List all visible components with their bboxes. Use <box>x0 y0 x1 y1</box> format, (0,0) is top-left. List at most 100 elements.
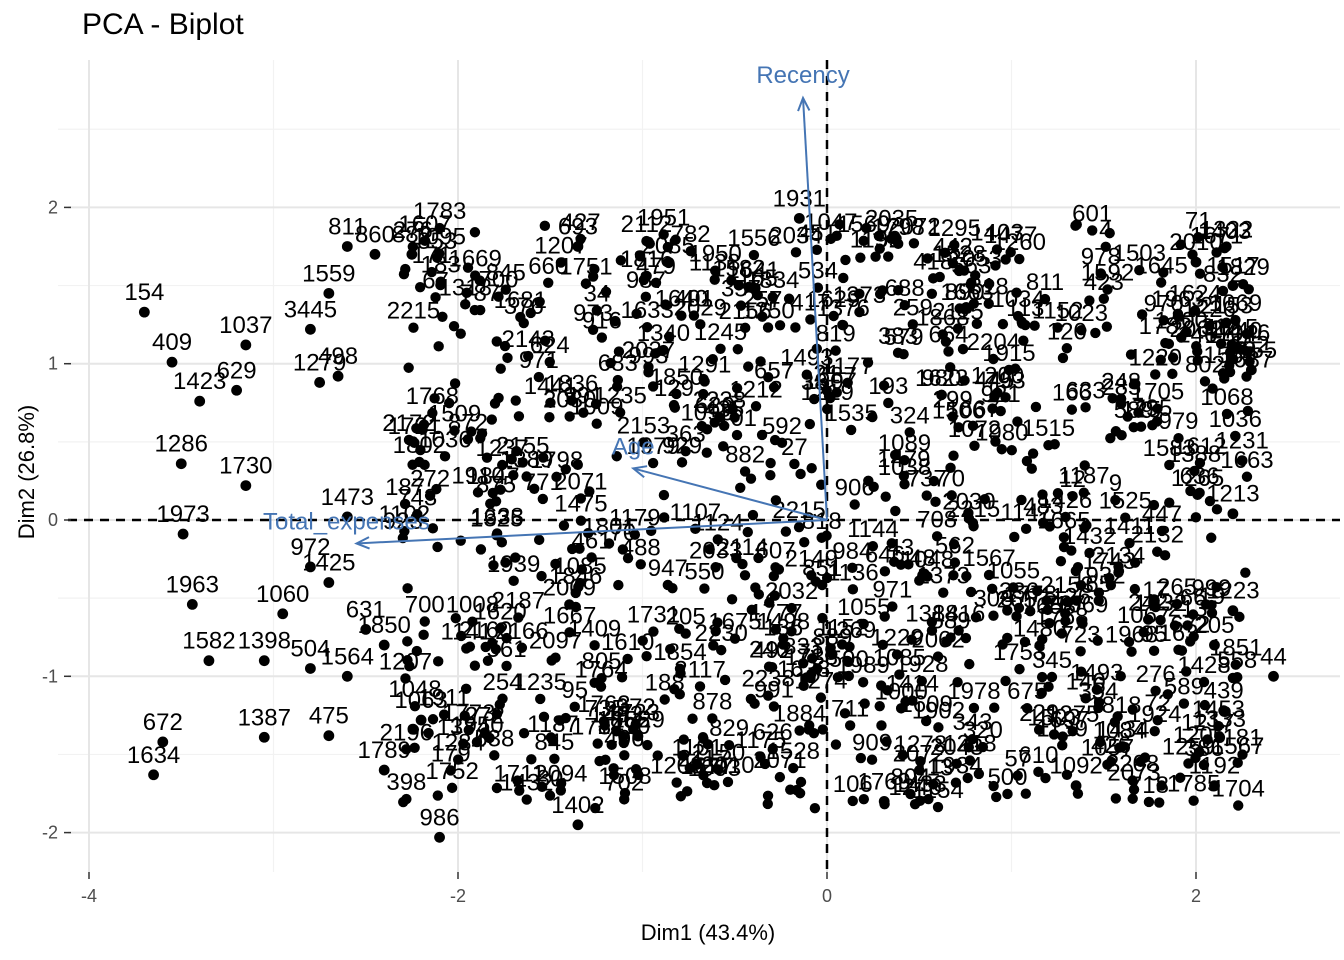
cloud-point <box>854 288 865 300</box>
cloud-point <box>1091 684 1103 695</box>
cloud-point-label: 1274 <box>794 668 847 695</box>
cloud-point <box>676 457 688 468</box>
cloud-point <box>487 487 499 499</box>
cloud-point-label: 1607 <box>804 368 857 395</box>
cloud-point <box>427 714 439 725</box>
cloud-point-label: 875 <box>476 471 516 498</box>
cloud-point <box>1172 308 1184 319</box>
cloud-point <box>490 643 502 655</box>
cloud-point-label: 95 <box>561 677 588 704</box>
cloud-point <box>641 235 652 247</box>
cloud-point <box>544 790 556 801</box>
cloud-point <box>617 544 629 555</box>
cloud-point-label: 101 <box>717 405 757 432</box>
cloud-point-label: 1023 <box>1055 300 1108 327</box>
cloud-point <box>1062 596 1073 608</box>
cloud-point <box>433 656 444 667</box>
cloud-point <box>485 498 496 509</box>
cloud-point-label: 737 <box>907 466 947 493</box>
cloud-point <box>629 529 641 540</box>
cloud-point-label: 984 <box>832 538 872 565</box>
cloud-point-label: 48 <box>909 545 936 572</box>
cloud-point <box>499 340 511 352</box>
cloud-point <box>432 541 443 553</box>
data-point <box>369 248 381 260</box>
cloud-point <box>1084 547 1095 559</box>
cloud-point <box>709 265 721 276</box>
points-layer <box>138 212 1279 843</box>
cloud-point <box>1093 595 1104 607</box>
cloud-point-label: 1503 <box>1027 704 1080 731</box>
cloud-point <box>967 733 978 745</box>
cloud-point <box>817 724 829 735</box>
cloud-point-label: 688 <box>885 275 925 302</box>
cloud-point <box>973 768 985 780</box>
cloud-point <box>1206 607 1218 619</box>
cloud-point-label: 1640 <box>655 286 708 313</box>
cloud-point-label: 1910 <box>451 462 504 489</box>
cloud-point <box>419 235 431 247</box>
cloud-point-label: 558 <box>1217 647 1257 674</box>
cloud-point <box>1060 615 1071 627</box>
cloud-point <box>1241 471 1253 482</box>
cloud-point <box>1217 261 1228 273</box>
cloud-point <box>821 530 832 541</box>
cloud-point <box>874 700 885 712</box>
cloud-point <box>555 785 567 796</box>
cloud-point <box>1187 609 1199 620</box>
cloud-point-label: 2208 <box>1106 751 1159 778</box>
cloud-point <box>414 281 426 293</box>
cloud-point <box>811 244 823 256</box>
cloud-point <box>907 319 919 330</box>
cloud-point <box>1224 360 1235 371</box>
cloud-point <box>953 625 964 636</box>
cloud-point-label: 1152 <box>816 614 868 641</box>
cloud-point <box>859 698 870 709</box>
cloud-point <box>1078 487 1090 498</box>
cloud-point <box>497 459 508 471</box>
cloud-point-label: 1711 <box>1204 322 1256 349</box>
x-tick-label: -4 <box>81 886 97 906</box>
cloud-point <box>1202 734 1213 745</box>
cloud-point-label: 971 <box>872 577 912 604</box>
cloud-point <box>523 350 534 362</box>
cloud-point-label: 1569 <box>1203 342 1256 369</box>
cloud-point <box>575 493 587 504</box>
cloud-point-label: 1036 <box>1209 406 1262 433</box>
cloud-point <box>883 251 894 262</box>
cloud-point-label: 2155 <box>496 432 549 459</box>
cloud-point-label: 398 <box>386 769 426 796</box>
cloud-point <box>589 677 600 688</box>
cloud-point-label: 1569 <box>837 211 890 238</box>
cloud-point-label: 386 <box>1184 735 1224 762</box>
data-point-label: 1223 <box>1206 578 1259 605</box>
cloud-point <box>967 420 979 432</box>
cloud-point-label: 1816 <box>620 246 673 273</box>
cloud-point <box>876 720 887 731</box>
cloud-point <box>417 424 428 435</box>
cloud-point-label: 171 <box>412 242 452 269</box>
cloud-point <box>1211 582 1222 593</box>
cloud-point <box>622 552 634 564</box>
cloud-point <box>1221 408 1233 420</box>
data-point-label: 1155 <box>1226 337 1278 364</box>
cloud-point-label: 1884 <box>773 701 826 728</box>
cloud-point-label: 2160 <box>459 617 512 644</box>
cloud-point <box>928 779 939 790</box>
cloud-point <box>1162 689 1174 700</box>
cloud-point <box>431 483 442 495</box>
cloud-point <box>641 270 652 282</box>
data-point <box>793 212 805 224</box>
cloud-point <box>756 429 768 441</box>
cloud-point-label: 1246 <box>888 774 941 801</box>
cloud-point-label: 193 <box>868 373 908 400</box>
cloud-point <box>491 336 502 347</box>
cloud-point-label: 1048 <box>901 546 954 573</box>
cloud-point <box>521 794 532 805</box>
cloud-point <box>1130 378 1141 390</box>
cloud-point-label: 2080 <box>543 386 596 413</box>
cloud-point <box>963 742 975 753</box>
cloud-point <box>1042 604 1053 616</box>
cloud-point-label: 1768 <box>406 383 459 410</box>
cloud-point <box>748 249 760 261</box>
